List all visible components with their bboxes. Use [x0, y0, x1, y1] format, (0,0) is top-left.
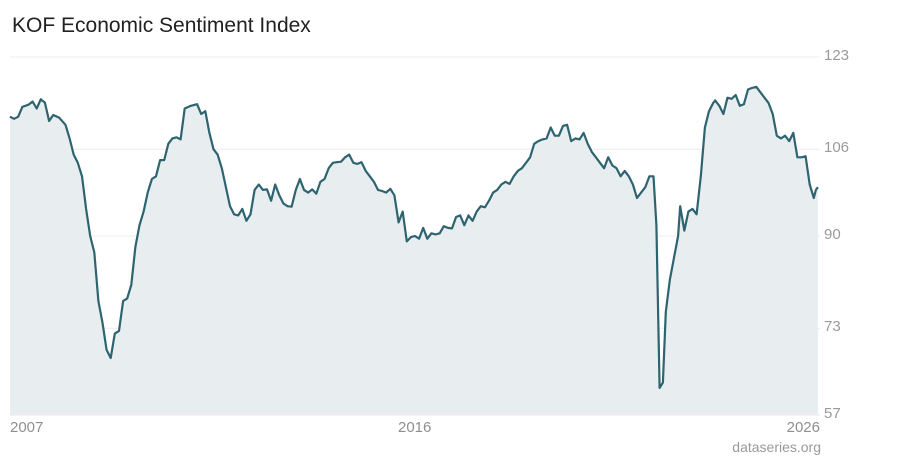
- y-tick-label: 57: [824, 405, 841, 422]
- y-tick-label: 106: [824, 139, 850, 157]
- y-tick-label: 73: [824, 318, 841, 336]
- series-line: [9, 85, 819, 389]
- chart-title: KOF Economic Sentiment Index: [12, 14, 311, 37]
- x-tick-label: 2026: [786, 419, 820, 436]
- source-label: dataseries.org: [732, 439, 821, 455]
- x-tick-label: 2007: [10, 419, 44, 436]
- x-tick-label: 2016: [398, 419, 432, 436]
- series-area: [10, 86, 818, 416]
- y-tick-label: 90: [824, 226, 841, 243]
- y-tick-label: 123: [824, 47, 850, 64]
